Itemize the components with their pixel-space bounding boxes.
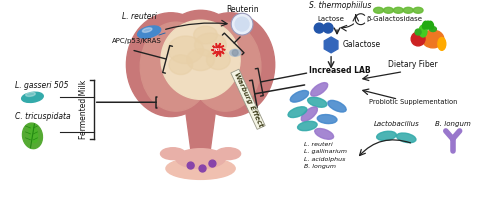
Polygon shape xyxy=(213,50,218,54)
Ellipse shape xyxy=(168,22,232,91)
Ellipse shape xyxy=(314,128,334,139)
Polygon shape xyxy=(212,50,218,51)
Ellipse shape xyxy=(216,148,240,160)
Ellipse shape xyxy=(438,37,446,50)
Ellipse shape xyxy=(140,22,212,111)
Ellipse shape xyxy=(160,148,185,160)
Text: Reuterin: Reuterin xyxy=(226,5,258,14)
Polygon shape xyxy=(184,104,216,159)
Ellipse shape xyxy=(419,25,427,37)
Ellipse shape xyxy=(422,30,444,48)
Ellipse shape xyxy=(138,26,160,38)
Ellipse shape xyxy=(422,21,428,29)
Ellipse shape xyxy=(161,10,240,89)
Ellipse shape xyxy=(186,13,274,117)
Circle shape xyxy=(323,23,333,33)
Text: ROS: ROS xyxy=(214,48,223,52)
Circle shape xyxy=(209,160,216,167)
Text: Lactose: Lactose xyxy=(317,16,344,22)
Ellipse shape xyxy=(126,13,216,117)
Ellipse shape xyxy=(190,22,261,111)
Ellipse shape xyxy=(288,107,307,118)
Circle shape xyxy=(314,23,324,33)
Text: C. tricuspidata: C. tricuspidata xyxy=(14,112,70,121)
Polygon shape xyxy=(218,49,226,50)
Text: APC/p53/KRAS: APC/p53/KRAS xyxy=(112,38,162,44)
Ellipse shape xyxy=(413,7,423,13)
Ellipse shape xyxy=(22,92,44,102)
Polygon shape xyxy=(218,43,220,50)
Ellipse shape xyxy=(426,21,430,29)
Ellipse shape xyxy=(318,115,337,124)
Ellipse shape xyxy=(374,7,384,13)
Text: β-Galactosidase: β-Galactosidase xyxy=(366,16,422,22)
Ellipse shape xyxy=(376,131,396,141)
Ellipse shape xyxy=(230,49,240,56)
Ellipse shape xyxy=(404,7,413,13)
Ellipse shape xyxy=(308,97,327,107)
Text: Probiotic Supplementation: Probiotic Supplementation xyxy=(369,99,458,105)
Polygon shape xyxy=(218,50,224,54)
Circle shape xyxy=(187,162,194,169)
Text: L. reuteri: L. reuteri xyxy=(122,12,156,21)
Circle shape xyxy=(199,165,206,172)
Ellipse shape xyxy=(298,121,317,131)
Circle shape xyxy=(415,29,421,35)
Polygon shape xyxy=(216,50,218,56)
Ellipse shape xyxy=(169,55,192,75)
Ellipse shape xyxy=(166,158,235,179)
Text: Dietary Fiber: Dietary Fiber xyxy=(388,60,438,69)
Ellipse shape xyxy=(430,27,436,32)
Ellipse shape xyxy=(194,26,218,44)
Text: Increased LAB: Increased LAB xyxy=(310,66,371,75)
Ellipse shape xyxy=(394,7,404,13)
Text: S. thermophiilus: S. thermophiilus xyxy=(310,1,372,10)
Ellipse shape xyxy=(428,21,434,29)
Ellipse shape xyxy=(396,133,416,143)
Ellipse shape xyxy=(142,28,152,32)
Ellipse shape xyxy=(328,100,346,112)
Ellipse shape xyxy=(176,149,226,168)
Polygon shape xyxy=(218,46,224,50)
Text: Galactose: Galactose xyxy=(343,40,381,49)
Polygon shape xyxy=(213,46,218,50)
Text: B. longum: B. longum xyxy=(435,121,470,127)
Text: L. gasseri 505: L. gasseri 505 xyxy=(14,81,68,90)
Circle shape xyxy=(232,50,238,56)
Circle shape xyxy=(231,13,253,35)
Ellipse shape xyxy=(30,125,38,143)
Ellipse shape xyxy=(384,7,394,13)
Ellipse shape xyxy=(301,107,318,121)
Ellipse shape xyxy=(186,49,214,71)
Ellipse shape xyxy=(290,91,308,102)
Text: L. reuteri
L. gallinarium
L. acidolphus
B. longum: L. reuteri L. gallinarium L. acidolphus … xyxy=(304,142,348,169)
Ellipse shape xyxy=(22,123,42,149)
Circle shape xyxy=(235,17,249,31)
Text: Fermented Milk: Fermented Milk xyxy=(80,79,88,139)
Ellipse shape xyxy=(168,36,203,64)
Text: Lactobacillus: Lactobacillus xyxy=(374,121,419,127)
Ellipse shape xyxy=(310,83,328,96)
Text: Warburg Effect: Warburg Effect xyxy=(232,71,264,128)
Ellipse shape xyxy=(161,20,240,99)
Ellipse shape xyxy=(194,33,226,57)
Polygon shape xyxy=(218,50,220,56)
Ellipse shape xyxy=(26,92,36,96)
Ellipse shape xyxy=(206,50,230,70)
Polygon shape xyxy=(216,43,218,50)
Circle shape xyxy=(411,32,425,46)
